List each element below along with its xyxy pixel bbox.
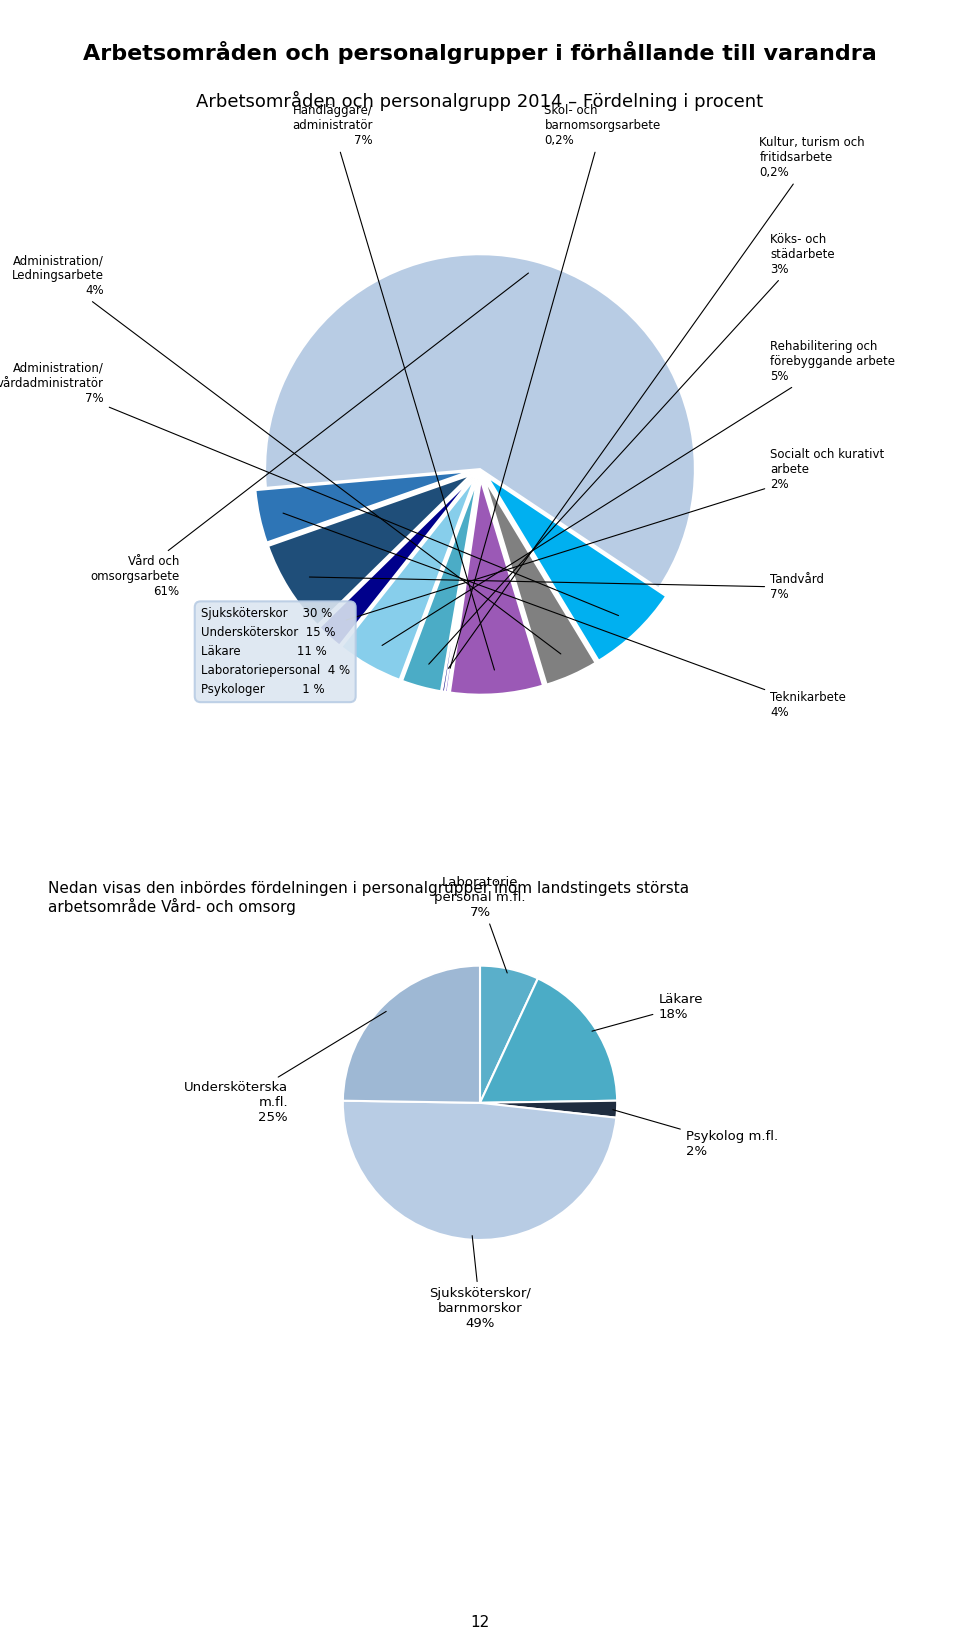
Wedge shape [255, 471, 469, 543]
Wedge shape [268, 474, 470, 625]
Text: Arbetsområden och personalgrupper i förhållande till varandra: Arbetsområden och personalgrupper i förh… [84, 41, 876, 64]
Text: Administration/
Ledningsarbete
4%: Administration/ Ledningsarbete 4% [12, 253, 561, 653]
Text: Tandvård
7%: Tandvård 7% [309, 573, 824, 601]
Wedge shape [342, 479, 475, 680]
Wedge shape [480, 1101, 617, 1118]
Text: Skol- och
barnomsorgsarbete
0,2%: Skol- och barnomsorgsarbete 0,2% [450, 104, 660, 668]
Wedge shape [320, 477, 473, 645]
Wedge shape [488, 477, 666, 660]
Wedge shape [402, 479, 477, 691]
Text: Kultur, turism och
fritidsarbete
0,2%: Kultur, turism och fritidsarbete 0,2% [448, 137, 865, 668]
Wedge shape [343, 966, 480, 1103]
Text: Arbetsområden och personalgrupp 2014 – Fördelning i procent: Arbetsområden och personalgrupp 2014 – F… [197, 91, 763, 110]
Text: Undersköterska
m.fl.
25%: Undersköterska m.fl. 25% [184, 1011, 386, 1124]
Text: Sjuksköterskor    30 %
Undersköterskor  15 %
Läkare               11 %
Laborator: Sjuksköterskor 30 % Undersköterskor 15 %… [201, 607, 349, 696]
Text: 12: 12 [470, 1615, 490, 1630]
Wedge shape [343, 1101, 616, 1239]
Wedge shape [442, 479, 478, 691]
Wedge shape [485, 479, 595, 685]
Text: Teknikarbete
4%: Teknikarbete 4% [283, 514, 846, 719]
Text: Handläggare/
administratör
7%: Handläggare/ administratör 7% [292, 104, 494, 670]
Text: Köks- och
städarbete
3%: Köks- och städarbete 3% [429, 232, 835, 665]
Wedge shape [265, 253, 695, 588]
Wedge shape [480, 966, 538, 1103]
Text: Läkare
18%: Läkare 18% [592, 993, 703, 1030]
Text: Socialt och kurativt
arbete
2%: Socialt och kurativt arbete 2% [347, 448, 884, 621]
Text: Laboratorie
personal m.fl.
7%: Laboratorie personal m.fl. 7% [434, 876, 526, 973]
Text: Administration/
vårdadministratör
7%: Administration/ vårdadministratör 7% [0, 362, 618, 616]
Text: Sjuksköterskor/
barnmorskor
49%: Sjuksköterskor/ barnmorskor 49% [429, 1236, 531, 1330]
Wedge shape [450, 481, 543, 695]
Text: Vård och
omsorgsarbete
61%: Vård och omsorgsarbete 61% [90, 273, 528, 597]
Wedge shape [480, 978, 617, 1103]
Text: Psykolog m.fl.
2%: Psykolog m.fl. 2% [612, 1109, 778, 1159]
Text: Rehabilitering och
förebyggande arbete
5%: Rehabilitering och förebyggande arbete 5… [382, 341, 895, 645]
Text: Nedan visas den inbördes fördelningen i personalgrupper inom landstingets störst: Nedan visas den inbördes fördelningen i … [48, 881, 689, 915]
Wedge shape [444, 479, 478, 693]
